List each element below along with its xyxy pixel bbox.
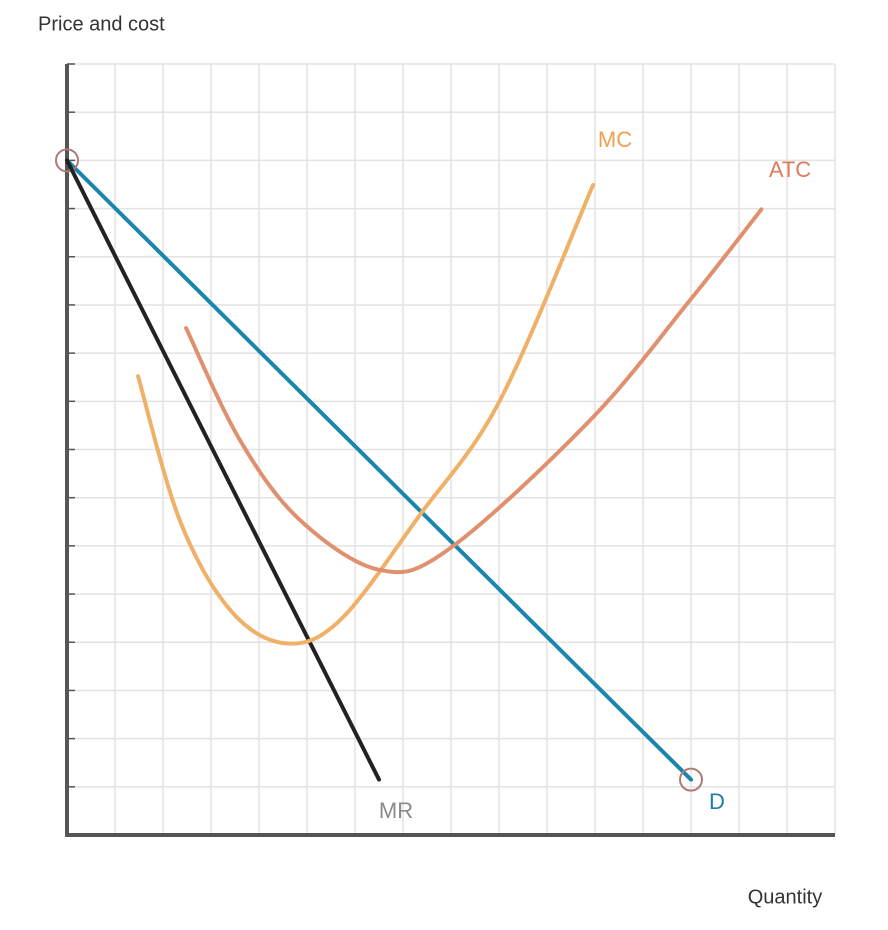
y-axis-label: Price and cost [38,13,165,35]
series-label: MR [379,798,413,823]
series-line [65,158,693,782]
series-label: MC [598,127,632,152]
series-line [65,158,381,782]
x-axis-label: Quantity [748,886,822,908]
series-line [184,206,765,575]
series-label: D [709,789,725,814]
series-label: ATC [769,157,811,182]
endpoint-marker [55,148,79,173]
endpoint-marker [679,767,703,792]
series-line [136,182,596,646]
